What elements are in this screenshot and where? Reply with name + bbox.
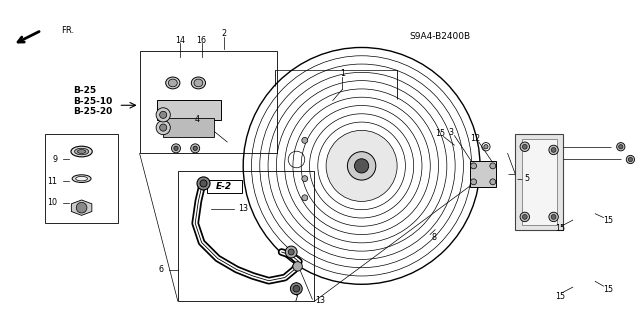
Circle shape bbox=[326, 130, 397, 201]
Bar bbox=[515, 134, 563, 230]
Circle shape bbox=[159, 124, 167, 131]
Circle shape bbox=[191, 144, 200, 153]
Circle shape bbox=[520, 212, 529, 222]
Text: 9: 9 bbox=[52, 155, 58, 164]
Text: 15: 15 bbox=[603, 216, 613, 225]
Circle shape bbox=[627, 155, 634, 164]
Circle shape bbox=[302, 176, 308, 182]
Circle shape bbox=[348, 152, 376, 180]
Text: 15: 15 bbox=[555, 292, 565, 300]
Circle shape bbox=[174, 146, 178, 151]
Text: B-25-20: B-25-20 bbox=[74, 108, 113, 116]
Bar bbox=[470, 161, 496, 187]
Ellipse shape bbox=[194, 79, 203, 87]
Circle shape bbox=[156, 108, 170, 122]
Circle shape bbox=[470, 179, 477, 185]
Bar bbox=[140, 51, 277, 153]
Text: 11: 11 bbox=[47, 177, 58, 186]
Text: 1: 1 bbox=[340, 69, 345, 78]
Ellipse shape bbox=[168, 79, 177, 87]
Circle shape bbox=[197, 177, 210, 190]
Circle shape bbox=[549, 145, 558, 155]
Text: FR.: FR. bbox=[61, 26, 74, 35]
Bar bbox=[178, 171, 314, 301]
Ellipse shape bbox=[72, 175, 91, 182]
Circle shape bbox=[619, 145, 623, 149]
Text: 3: 3 bbox=[449, 128, 454, 137]
Circle shape bbox=[156, 121, 170, 135]
Circle shape bbox=[628, 157, 632, 162]
Bar bbox=[207, 180, 242, 193]
Circle shape bbox=[200, 180, 207, 187]
Text: 13: 13 bbox=[238, 204, 248, 213]
Circle shape bbox=[159, 111, 167, 118]
Circle shape bbox=[76, 202, 87, 213]
Text: 15: 15 bbox=[603, 285, 613, 294]
Ellipse shape bbox=[71, 146, 92, 157]
Circle shape bbox=[293, 262, 302, 271]
Bar bbox=[522, 139, 557, 225]
Text: 2: 2 bbox=[221, 29, 227, 38]
Circle shape bbox=[551, 215, 556, 219]
Circle shape bbox=[484, 145, 488, 149]
Bar bbox=[45, 134, 118, 223]
Text: 12: 12 bbox=[470, 134, 481, 143]
Circle shape bbox=[288, 249, 294, 255]
Circle shape bbox=[302, 195, 308, 201]
Text: B-25-10: B-25-10 bbox=[74, 97, 113, 106]
Text: 4: 4 bbox=[195, 115, 200, 124]
Bar bbox=[163, 118, 214, 137]
Text: B-25: B-25 bbox=[74, 86, 97, 95]
Circle shape bbox=[193, 146, 197, 151]
Text: 15: 15 bbox=[435, 130, 445, 138]
Text: 8: 8 bbox=[431, 233, 436, 242]
Text: 16: 16 bbox=[196, 36, 207, 45]
Text: 6: 6 bbox=[158, 265, 163, 274]
Ellipse shape bbox=[77, 150, 86, 153]
Ellipse shape bbox=[191, 77, 205, 89]
Circle shape bbox=[551, 148, 556, 152]
Circle shape bbox=[291, 283, 302, 295]
Ellipse shape bbox=[76, 176, 88, 181]
Circle shape bbox=[302, 137, 308, 143]
Circle shape bbox=[293, 286, 300, 292]
Circle shape bbox=[172, 144, 180, 153]
Text: E-2: E-2 bbox=[216, 182, 232, 191]
Circle shape bbox=[617, 143, 625, 151]
Text: 15: 15 bbox=[555, 224, 565, 233]
Circle shape bbox=[470, 163, 477, 169]
Text: 14: 14 bbox=[175, 36, 186, 45]
Circle shape bbox=[549, 212, 558, 222]
Circle shape bbox=[520, 142, 529, 152]
Circle shape bbox=[522, 145, 527, 149]
Polygon shape bbox=[71, 200, 92, 215]
Text: 5: 5 bbox=[525, 174, 530, 183]
Text: 7: 7 bbox=[294, 294, 299, 303]
Ellipse shape bbox=[74, 148, 89, 155]
Text: 10: 10 bbox=[47, 198, 58, 207]
Ellipse shape bbox=[166, 77, 180, 89]
Circle shape bbox=[355, 159, 369, 173]
Circle shape bbox=[285, 246, 297, 258]
Circle shape bbox=[490, 179, 496, 185]
Text: 13: 13 bbox=[315, 296, 325, 305]
Circle shape bbox=[522, 215, 527, 219]
Bar bbox=[157, 100, 221, 120]
Circle shape bbox=[490, 163, 496, 169]
Text: S9A4-B2400B: S9A4-B2400B bbox=[410, 32, 471, 41]
